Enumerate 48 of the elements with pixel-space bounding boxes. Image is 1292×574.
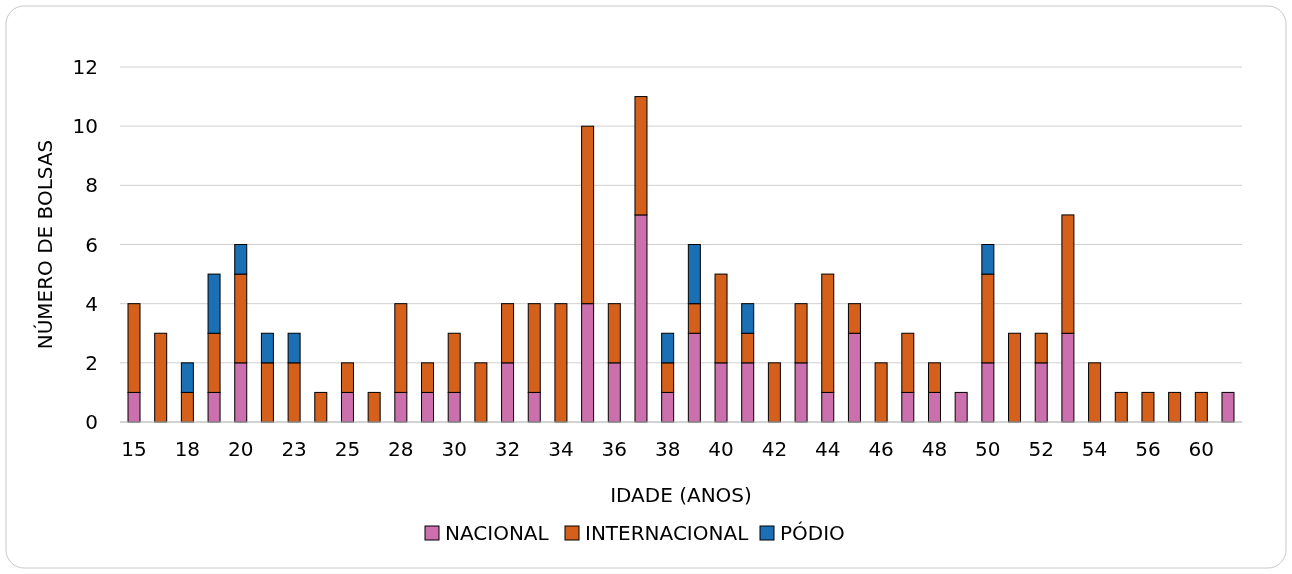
x-tick-label: 42 [761,437,788,461]
x-tick-label: 50 [975,437,1001,461]
bar [1088,362,1102,423]
x-tick-label: 44 [815,437,841,461]
x-tick-label: 23 [281,437,307,461]
y-tick-label: 6 [85,232,98,257]
legend-label: INTERNACIONAL [585,521,750,545]
x-tick-label: 38 [654,437,681,461]
x-axis-title: IDADE (ANOS) [610,483,752,507]
bar [1114,391,1128,423]
x-tick-label: 40 [708,437,734,461]
bar [874,362,888,423]
x-tick-label: 54 [1081,437,1108,461]
x-tick-label: 48 [921,437,948,461]
bar [474,362,488,423]
legend-label: PÓDIO [780,521,845,545]
y-tick-label: 4 [85,291,98,316]
bar [1168,391,1182,423]
x-tick-label: 28 [388,437,414,461]
bar [1221,391,1235,423]
x-tick-label: 52 [1028,437,1054,461]
y-tick-label: 8 [85,173,98,198]
y-tick-label: 0 [85,410,98,434]
x-tick-label: 36 [601,437,628,461]
x-tick-label: 30 [441,437,467,461]
y-tick-label: 10 [72,114,98,139]
y-tick-label: 12 [72,55,98,79]
bar [767,362,781,423]
x-tick-label: 25 [334,437,361,461]
x-tick-label: 20 [228,437,254,461]
legend-label: NACIONAL [445,521,550,545]
bar [554,303,568,423]
bar [367,391,381,423]
y-tick-label: 2 [85,350,98,375]
bar [1141,391,1155,423]
x-tick-label: 60 [1188,437,1215,461]
x-tick-label: 34 [548,437,574,461]
x-tick-label: 56 [1135,437,1161,461]
x-tick-label: 32 [494,437,521,461]
x-tick-label: 46 [868,437,894,461]
y-axis-title: NÚMERO DE BOLSAS [33,139,57,350]
x-tick-label: 18 [174,437,201,461]
bar [154,332,168,423]
bar [1008,332,1022,423]
bar [954,391,968,423]
x-tick-label: 15 [121,437,147,461]
bar [314,391,328,423]
bar [1194,391,1208,423]
